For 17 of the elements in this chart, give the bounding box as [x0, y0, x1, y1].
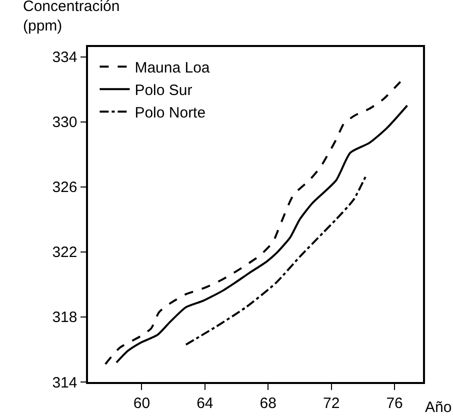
y-tick-label: 334 [52, 49, 78, 66]
x-axis-title: Año [425, 399, 452, 416]
x-tick-label: 72 [323, 394, 340, 412]
y-tick-label: 318 [52, 309, 78, 326]
legend-label: Mauna Loa [134, 59, 210, 76]
x-tick-label: 68 [260, 394, 276, 412]
y-tick-label: 322 [52, 244, 78, 262]
y-tick-label: 330 [52, 114, 78, 132]
legend-label: Polo Norte [134, 104, 206, 122]
y-tick-label: 326 [52, 179, 78, 196]
x-tick-label: 60 [133, 394, 150, 412]
line-series [184, 174, 368, 346]
y-tick-label: 314 [52, 374, 78, 392]
x-tick-label: 64 [196, 394, 214, 412]
y-axis-title: Concentración (ppm) [23, 0, 120, 34]
legend-label: Polo Sur [134, 82, 192, 99]
x-tick-label: 76 [386, 394, 403, 412]
